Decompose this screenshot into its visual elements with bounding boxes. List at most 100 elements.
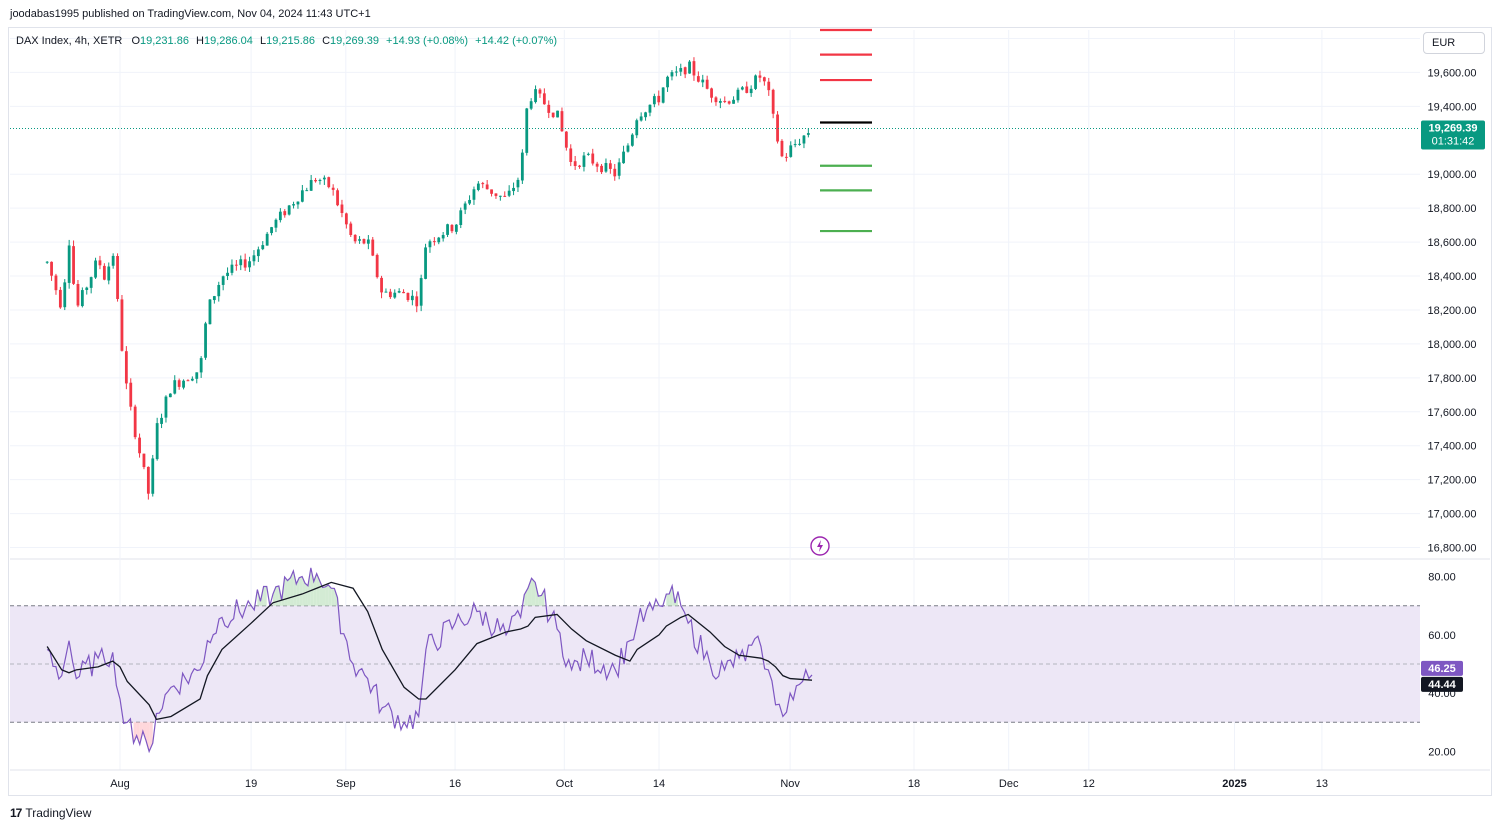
current-price-label: 19,269.39 xyxy=(1429,123,1478,135)
bar-countdown-label: 01:31:42 xyxy=(1432,136,1475,148)
time-tick-label: 2025 xyxy=(1222,778,1246,790)
candle xyxy=(569,148,573,162)
time-tick-label: 14 xyxy=(653,778,665,790)
candle xyxy=(133,406,137,438)
time-tick-label: Aug xyxy=(110,778,130,790)
candle xyxy=(177,380,181,387)
change-value-2: +14.42 (+0.07%) xyxy=(475,35,558,47)
time-tick-label: 13 xyxy=(1316,778,1328,790)
rsi-overbought-fill xyxy=(524,588,528,606)
currency-selector[interactable]: EUR xyxy=(1423,32,1485,54)
candle xyxy=(261,245,265,250)
rsi-overbought-fill xyxy=(325,584,329,606)
candle xyxy=(94,260,97,278)
candle xyxy=(116,256,119,300)
candle xyxy=(754,75,757,89)
candle xyxy=(454,224,458,232)
candle xyxy=(604,163,608,172)
candle xyxy=(248,261,251,268)
rsi-overbought-fill xyxy=(538,595,542,606)
candle xyxy=(789,145,793,157)
candle xyxy=(635,120,639,136)
rsi-overbought-fill xyxy=(299,576,303,606)
time-tick-label: 16 xyxy=(449,778,461,790)
candle xyxy=(111,255,115,266)
current-price-tag xyxy=(1421,120,1485,150)
rsi-oversold-fill xyxy=(136,722,140,745)
candle xyxy=(287,205,291,215)
candle xyxy=(164,396,168,418)
candle xyxy=(547,104,551,113)
candle xyxy=(485,184,489,190)
candle xyxy=(661,87,665,103)
price-tick-label: 19,600.00 xyxy=(1428,67,1477,79)
candle xyxy=(393,292,397,298)
candle xyxy=(318,180,322,182)
rsi-overbought-fill xyxy=(328,584,332,606)
candle xyxy=(146,466,150,494)
rsi-tick-label: 80.00 xyxy=(1428,572,1456,584)
rsi-overbought-fill xyxy=(310,567,314,606)
candle xyxy=(494,193,498,196)
candle xyxy=(151,458,155,494)
footer-brand: 17 TradingView xyxy=(10,806,91,820)
high-value: 19,286.04 xyxy=(203,35,253,47)
candle xyxy=(534,89,537,103)
candle xyxy=(375,254,379,278)
rsi-overbought-fill xyxy=(322,586,326,606)
brand-label: TradingView xyxy=(25,806,92,820)
candle xyxy=(468,199,471,204)
price-tick-label: 18,000.00 xyxy=(1428,339,1477,351)
candle xyxy=(793,144,797,146)
candle xyxy=(50,261,53,276)
candle xyxy=(155,423,159,460)
candle xyxy=(309,180,313,191)
candle xyxy=(780,140,784,157)
rsi-overbought-fill xyxy=(263,586,267,606)
candle xyxy=(402,291,405,294)
candle xyxy=(45,261,49,263)
rsi-overbought-fill xyxy=(296,577,300,606)
time-tick-label: Nov xyxy=(780,778,800,790)
candle xyxy=(371,239,375,256)
rsi-oversold-fill xyxy=(133,722,137,744)
candle xyxy=(331,187,335,190)
candle xyxy=(512,187,515,192)
candle xyxy=(76,283,80,306)
candle xyxy=(314,179,317,182)
candle xyxy=(406,292,410,301)
candle xyxy=(538,89,542,94)
candle xyxy=(490,189,493,194)
candle xyxy=(432,241,436,243)
candle xyxy=(652,96,656,105)
time-tick-label: 18 xyxy=(908,778,920,790)
candle xyxy=(98,260,102,266)
candle xyxy=(195,372,199,379)
candle xyxy=(745,86,749,93)
candle xyxy=(102,265,106,280)
candle xyxy=(630,134,634,146)
rsi-overbought-fill xyxy=(307,567,311,606)
candle xyxy=(186,380,190,382)
candle xyxy=(419,278,423,306)
candle xyxy=(802,135,806,144)
candle xyxy=(80,290,84,307)
candle xyxy=(85,287,89,290)
rsi-overbought-fill xyxy=(305,583,308,606)
price-tick-label: 17,800.00 xyxy=(1428,373,1477,385)
symbol-label: DAX Index, 4h, XETR xyxy=(16,35,123,47)
candle xyxy=(600,165,603,173)
candle xyxy=(380,277,383,293)
candle xyxy=(199,358,203,373)
candle xyxy=(450,224,454,232)
candle xyxy=(674,71,678,73)
candle xyxy=(784,156,788,158)
candle xyxy=(529,101,533,109)
time-tick-label: 12 xyxy=(1083,778,1095,790)
candle xyxy=(283,211,287,216)
candle xyxy=(525,108,529,153)
rsi-value-label: 46.25 xyxy=(1428,663,1456,675)
price-tick-label: 16,800.00 xyxy=(1428,543,1477,555)
open-label: O xyxy=(131,35,141,47)
